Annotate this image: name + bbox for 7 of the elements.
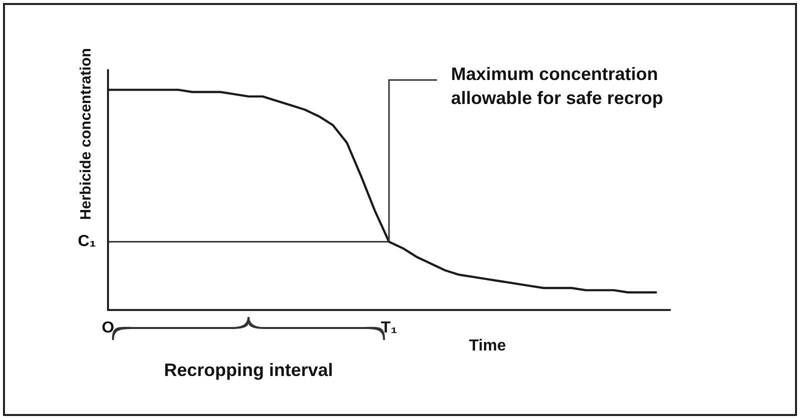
x-tick-label: O	[102, 320, 114, 336]
annotation: Maximum concentration allowable for safe recrop	[451, 64, 664, 108]
x-axis-title: Time	[469, 338, 506, 354]
y-axis-title: Herbicide concentration	[78, 48, 94, 220]
x-tick-label: T₁	[380, 320, 398, 336]
text: Recropping interval	[164, 360, 334, 380]
ref-line-label: C₁	[78, 233, 96, 250]
